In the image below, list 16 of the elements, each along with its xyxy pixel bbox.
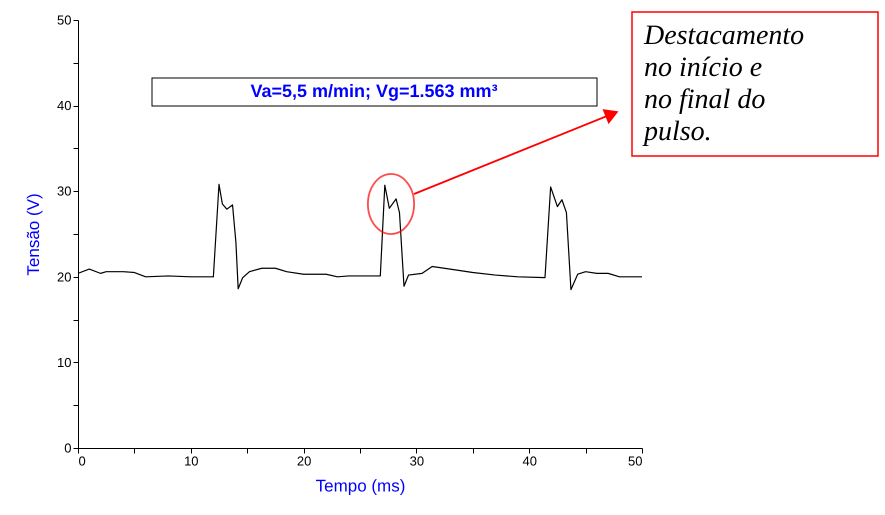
text: Destacamento no início e no final do pulso. bbox=[642, 20, 804, 147]
y-axis-title: Tensão (V) bbox=[24, 193, 44, 276]
x-tick-label: 30 bbox=[410, 454, 424, 468]
y-tick-label: 20 bbox=[57, 269, 72, 284]
x-tick-label: 20 bbox=[296, 454, 312, 468]
y-tick-label: 30 bbox=[57, 184, 72, 199]
y-tick-label: 0 bbox=[64, 440, 72, 456]
annotation: Va=5,5 m/min; Vg=1.563 mm³ bbox=[250, 81, 498, 101]
x-tick-label: 0 bbox=[78, 454, 86, 468]
y-tick-label: 50 bbox=[57, 12, 72, 28]
x-tick-label: 40 bbox=[522, 454, 537, 468]
x-tick-label: 10 bbox=[184, 454, 199, 468]
y-tick-label: 10 bbox=[57, 354, 72, 370]
x-tick-label: 50 bbox=[628, 454, 642, 468]
y-tick-label: 40 bbox=[57, 98, 72, 114]
x-axis-title: Tempo (ms) bbox=[316, 476, 406, 496]
